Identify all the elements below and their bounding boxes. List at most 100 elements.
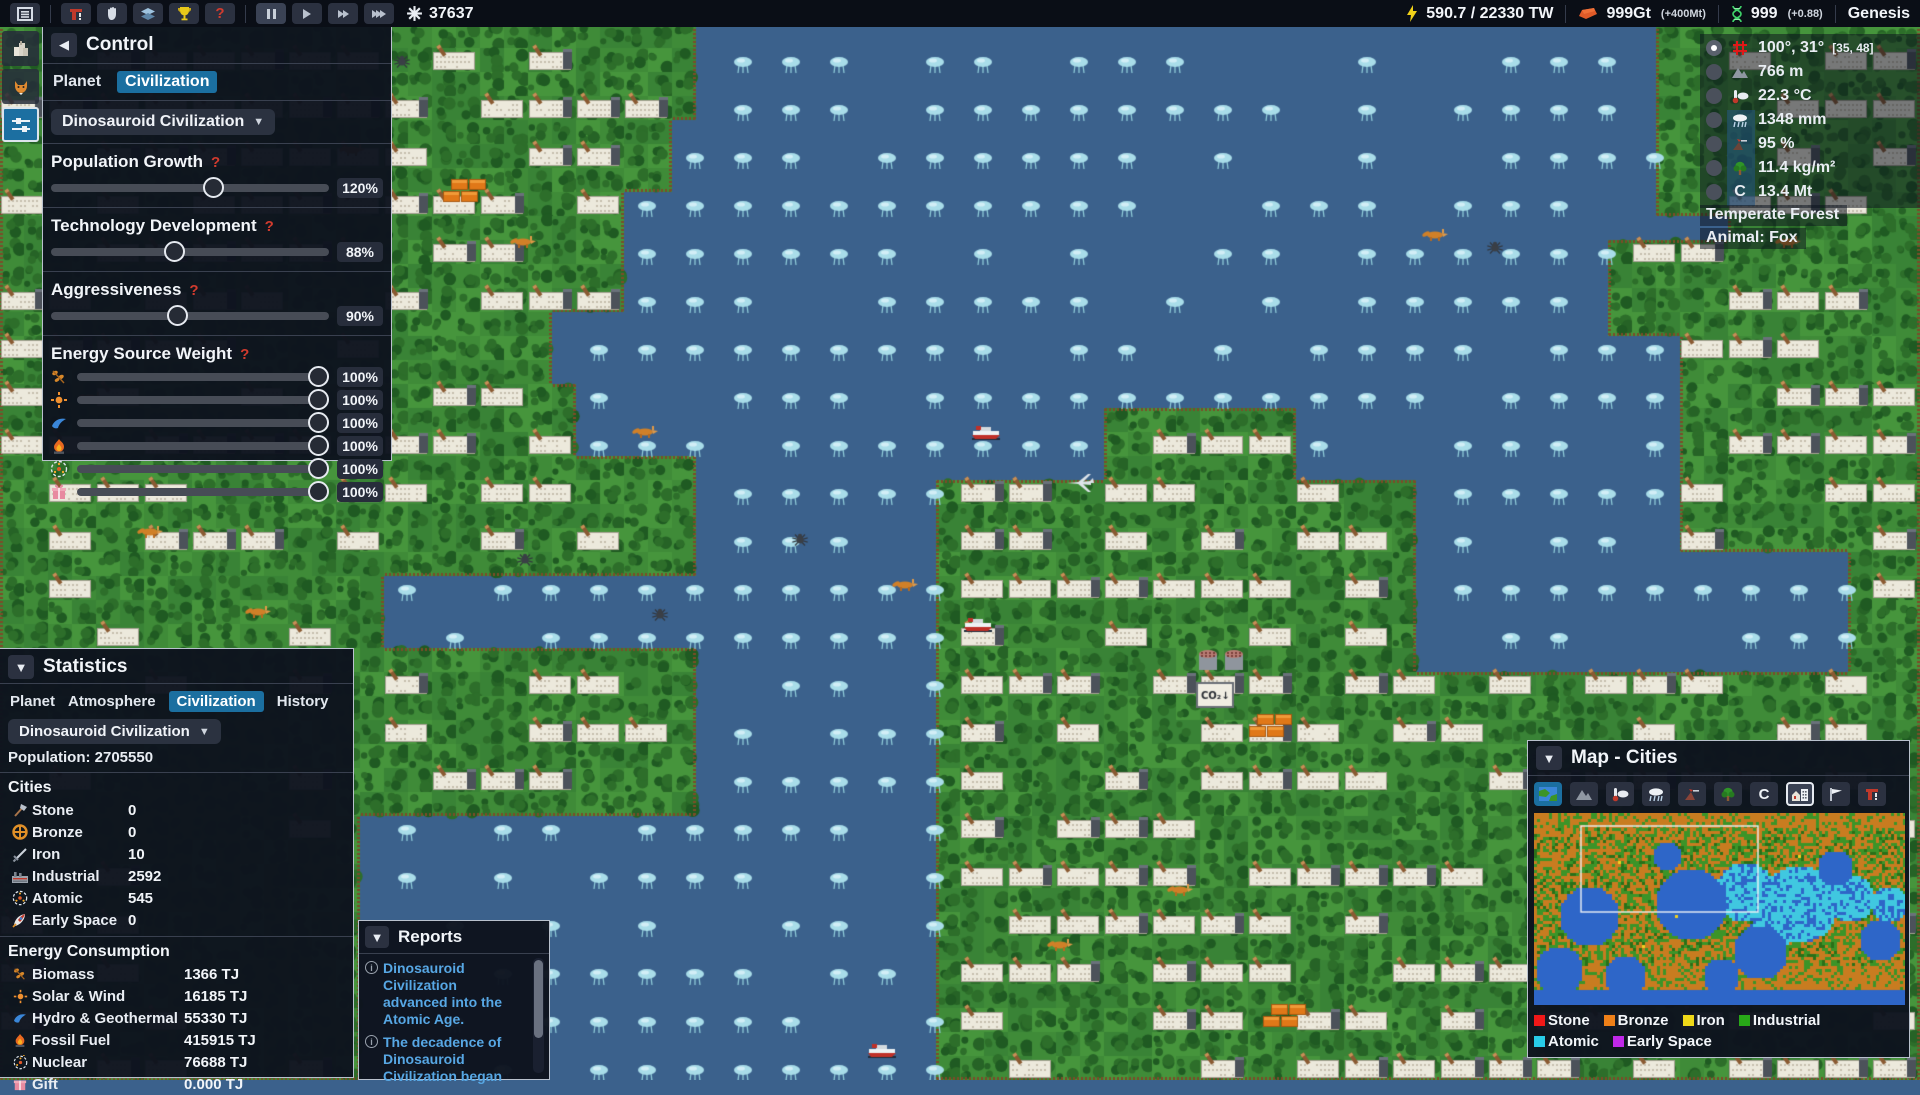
mode-volcanic-button[interactable] [1678,782,1706,806]
collapse-button[interactable]: ▼ [1536,746,1562,770]
legend-stone: Stone [1534,1012,1590,1029]
cities-tool-button[interactable] [2,31,39,66]
scrollbar-thumb[interactable] [534,960,543,1038]
reports-scrollbar[interactable] [533,958,544,1073]
layer-radio-vegetation[interactable] [1706,160,1722,176]
pause-button[interactable] [256,3,286,24]
biodiversity-delta: (+0.88) [1787,7,1823,20]
thermometer-icon [1612,787,1629,801]
separator [1565,4,1567,23]
menu-button[interactable] [10,3,40,24]
co2-delta: (+400Mt) [1660,7,1706,20]
biomass-icon [8,967,32,981]
technology-development-slider[interactable] [51,241,329,262]
biodiversity-value: 999 [1750,4,1778,22]
solar-wind-weight-value: 100% [337,390,383,410]
help-icon[interactable]: ? [211,153,221,171]
play-button[interactable] [292,3,322,24]
nuclear-weight-slider[interactable] [77,458,329,479]
mode-rainfall-button[interactable] [1642,782,1670,806]
civilization-dropdown[interactable]: Dinosauroid Civilization ▼ [8,719,221,744]
collapse-button[interactable]: ▼ [8,655,34,679]
cell-value: [35, 48] [1832,41,1874,55]
legend-swatch [1682,1015,1694,1026]
control-tool-button[interactable] [2,107,39,142]
help-icon[interactable]: ? [264,217,274,235]
collapse-button[interactable]: ▼ [365,926,389,948]
tab-planet[interactable]: Planet [53,73,102,90]
report-entry[interactable]: i Dinosauroid Civilization advanced into… [365,960,529,1028]
achievements-button[interactable] [169,3,199,24]
solar-wind-weight-slider[interactable] [77,389,329,410]
mode-flags-button[interactable] [1822,782,1850,806]
tab-civilization[interactable]: Civilization [168,691,264,712]
tab-civilization[interactable]: Civilization [117,71,218,93]
info-row-rainfall: 1348 mm [1700,108,1920,132]
layer-radio-volcanic[interactable] [1706,136,1722,152]
aggressiveness-slider[interactable] [51,305,329,326]
legend-swatch [1534,1015,1545,1026]
legend-industrial: Industrial [1738,1012,1820,1029]
date-icon [407,6,422,21]
mode-cities-button[interactable] [1786,782,1814,806]
layer-radio-coords[interactable] [1706,40,1722,56]
city-row-atomic: Atomic 545 [0,887,353,909]
help-icon[interactable]: ? [189,281,199,299]
mode-elevation-button[interactable] [1570,782,1598,806]
energy-row-solar: Solar & Wind 16185 TJ [0,985,353,1007]
volcano-icon [1685,788,1699,800]
hydro-geothermal-weight-value: 100% [337,413,383,433]
city-row-early-space: Early Space 0 [0,909,353,931]
biomass-weight-slider[interactable] [77,366,329,387]
rain-icon [1649,787,1663,801]
separator [1834,4,1836,23]
industrial-age-icon [8,869,32,884]
mode-terrain-button[interactable] [1534,782,1562,806]
layer-radio-temperature[interactable] [1706,88,1722,104]
cities-icon [1792,788,1808,801]
info-icon: i [365,961,378,974]
back-button[interactable]: ◀ [51,33,77,57]
pause-icon [266,8,276,19]
fossil-fuel-icon [8,1033,32,1048]
minimap-canvas[interactable] [1533,812,1906,1006]
layer-radio-carbon[interactable] [1706,184,1722,200]
tab-atmosphere[interactable]: Atmosphere [68,693,156,710]
atomic-age-icon [8,890,32,906]
tab-planet[interactable]: Planet [10,693,56,710]
tree-icon [1721,787,1735,801]
fast-forward-button[interactable] [328,3,358,24]
layer-radio-rainfall[interactable] [1706,112,1722,128]
mode-carbon-button[interactable]: C [1750,782,1778,806]
gift-weight-slider[interactable] [77,481,329,502]
layers-button[interactable] [133,3,163,24]
minimap-title: Map - Cities [1571,747,1678,768]
legend-early-space: Early Space [1612,1033,1712,1050]
separator [245,4,246,23]
population-growth-slider[interactable] [51,177,329,198]
thermometer-icon [1729,87,1751,105]
mode-vegetation-button[interactable] [1714,782,1742,806]
game-time: 37637 [429,4,474,22]
help-button[interactable]: ? [205,3,235,24]
tool-button[interactable] [61,3,91,24]
report-entry[interactable]: i The decadence of Dinosauroid Civilizat… [365,1034,529,1085]
civilization-dropdown[interactable]: Dinosauroid Civilization ▼ [51,109,276,135]
animals-tool-button[interactable] [2,69,39,104]
pan-button[interactable] [97,3,127,24]
mode-hazard-button[interactable] [1858,782,1886,806]
volcanic-value: 95 % [1758,135,1795,152]
fossil-fuel-weight-slider[interactable] [77,435,329,456]
power-icon [1407,5,1418,22]
mode-temperature-button[interactable] [1606,782,1634,806]
help-icon[interactable]: ? [240,345,250,363]
fastest-button[interactable] [364,3,394,24]
layer-radio-elevation[interactable] [1706,64,1722,80]
hydro-geothermal-weight-slider[interactable] [77,412,329,433]
flag-icon [1830,787,1842,801]
animal-label: Animal: Fox [1700,228,1806,249]
terrain-icon [1539,787,1557,801]
legend-iron: Iron [1682,1012,1725,1029]
tab-history[interactable]: History [276,693,329,710]
separator [50,4,51,23]
